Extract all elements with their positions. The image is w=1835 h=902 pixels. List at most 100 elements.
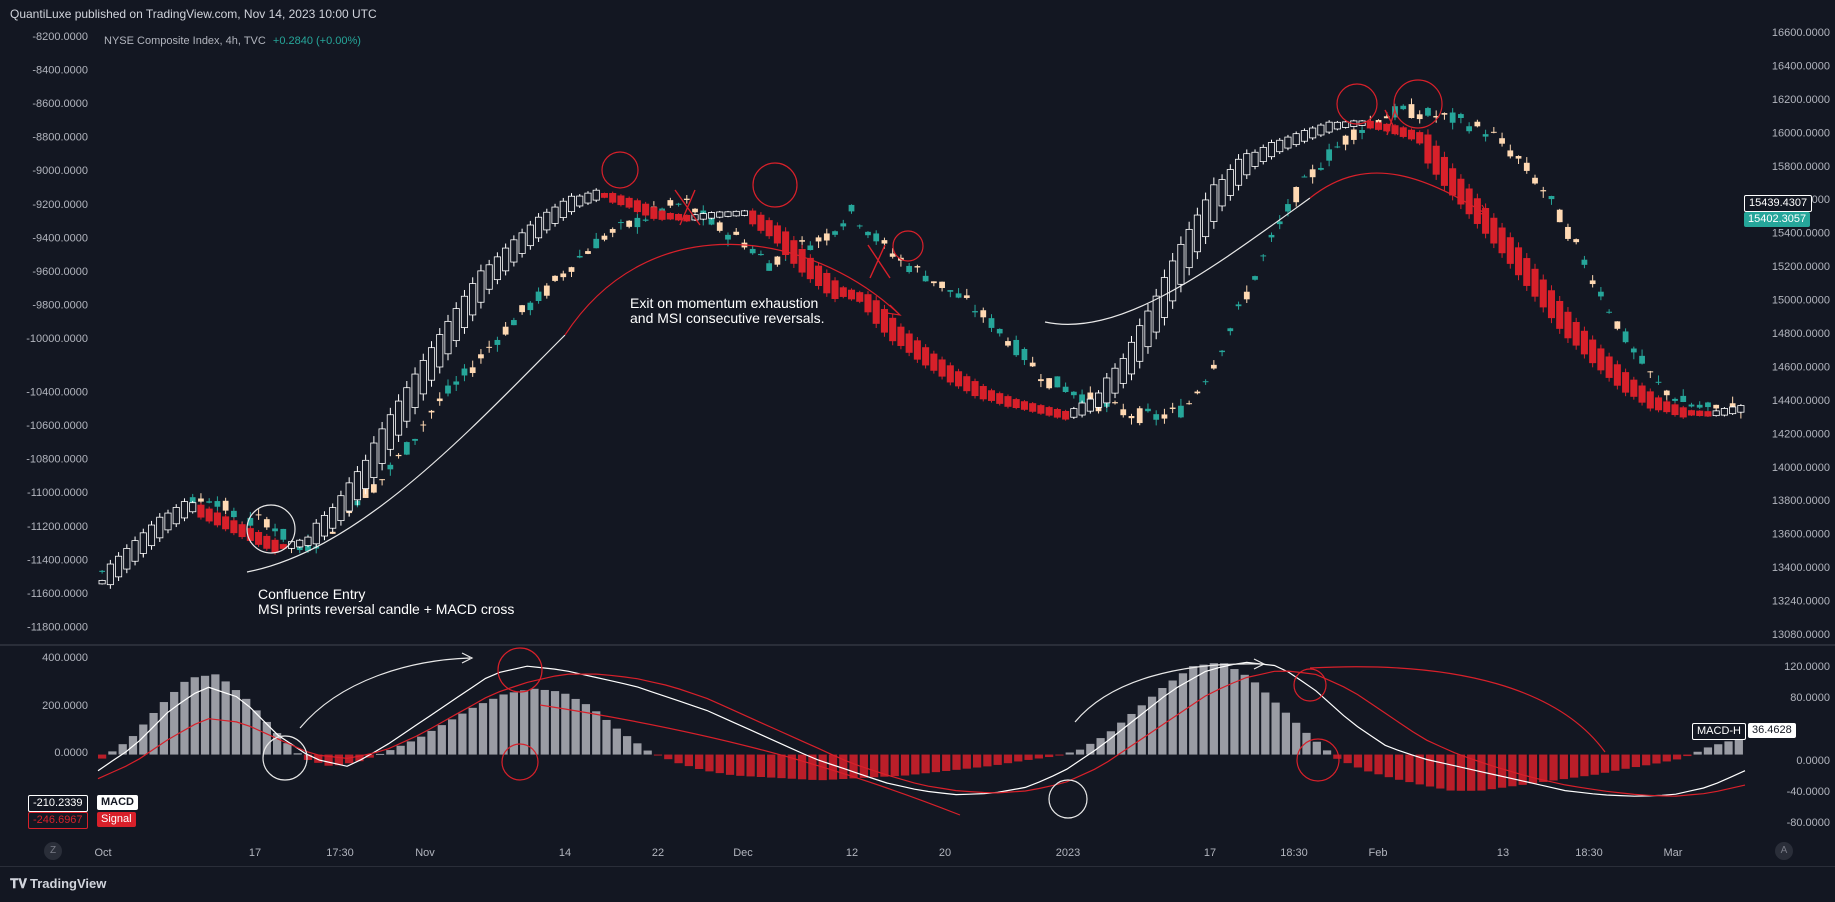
histogram-bar [880, 754, 889, 777]
histogram-bar [1333, 754, 1342, 759]
msi-candle [1177, 243, 1185, 285]
price-candle [486, 346, 493, 348]
histogram-bar [849, 754, 858, 779]
msi-candle [864, 294, 872, 313]
msi-candle [362, 459, 370, 489]
macd-right-tick: 120.0000 [1784, 661, 1830, 673]
entry-text: MSI prints reversal candle + MACD cross [258, 601, 514, 617]
price-candle [1663, 390, 1670, 396]
price-candle [939, 281, 945, 289]
msi-candle [675, 213, 683, 221]
msi-candle [502, 247, 510, 272]
price-candle [716, 222, 723, 231]
tradingview-logo[interactable]: 𝐓𝐕 TradingView [10, 876, 106, 892]
msi-candle [1564, 311, 1572, 339]
msi-candle [1333, 121, 1341, 130]
histogram-bar [211, 674, 220, 755]
price-candle [1556, 209, 1563, 223]
auto-scale-button[interactable]: A [1775, 842, 1793, 860]
msi-candle [955, 371, 963, 387]
price-candle [1070, 391, 1077, 396]
left-zoom-button[interactable]: Z [44, 842, 62, 860]
price-candle [1589, 280, 1596, 285]
left-axis-tick: -11600.0000 [27, 588, 88, 600]
msi-candle [1580, 330, 1588, 355]
left-axis-tick: -11200.0000 [27, 521, 88, 533]
msi-candle [946, 365, 954, 383]
histogram-bar [839, 754, 848, 779]
histogram-bar [1477, 754, 1486, 791]
macd-left-tick: 400.0000 [42, 652, 88, 664]
histogram-bar [705, 754, 714, 772]
price-candle [1219, 350, 1225, 353]
price-candle [1276, 221, 1283, 225]
histogram-bar [797, 754, 807, 780]
price-tag: 15402.3057 [1744, 212, 1811, 227]
chart-canvas[interactable]: -8200.0000 -8400.0000 -8600.0000 -8800.0000… [0, 0, 1835, 866]
histogram-bar [1559, 754, 1568, 780]
msi-candle [1111, 367, 1119, 394]
price-candle [247, 517, 254, 526]
price-candle [1161, 414, 1168, 419]
msi-candle [1020, 401, 1028, 410]
price-candle [799, 240, 805, 242]
msi-candle [971, 381, 979, 397]
histogram-bar [447, 719, 457, 755]
histogram-bar [293, 753, 302, 755]
right-axis-tick: 13400.0000 [1772, 562, 1830, 574]
histogram-bar [725, 754, 735, 775]
msi-candle [427, 347, 436, 381]
price-candle [1309, 169, 1316, 178]
msi-candle [1251, 151, 1259, 167]
msi-candle [543, 211, 551, 231]
macd-label-box: MACD [97, 795, 138, 810]
msi-candle [1235, 158, 1243, 186]
right-axis-tick: 14200.0000 [1772, 428, 1830, 440]
msi-candle [617, 195, 625, 206]
histogram-bar [900, 754, 910, 776]
price-candle [881, 240, 888, 244]
price-candle [1210, 364, 1217, 369]
histogram-bar [612, 728, 621, 755]
price-candle [733, 231, 740, 235]
price-candle [1532, 177, 1538, 184]
msi-candle [1053, 409, 1061, 418]
histogram-bar [139, 724, 148, 755]
msi-candle [255, 532, 263, 545]
drawings [246, 79, 1606, 819]
left-axis-tick: -8800.0000 [32, 132, 88, 144]
msi-candle [353, 471, 361, 501]
msi-candle [1292, 133, 1300, 146]
entry-circle [246, 504, 296, 554]
msi-candle [526, 224, 534, 247]
histogram-bar [437, 725, 446, 755]
histogram-bar [653, 754, 663, 756]
price-candle [370, 484, 377, 493]
histogram-bar [1662, 754, 1671, 762]
msi-candle [1169, 260, 1177, 302]
histogram-bar [1292, 722, 1301, 755]
msi-candle [510, 239, 518, 263]
msi-candle [1029, 403, 1037, 412]
msi-candle [452, 308, 460, 342]
price-candle [774, 256, 781, 265]
price-candle [848, 204, 855, 212]
price-candle [502, 326, 509, 335]
price-candle [412, 438, 418, 441]
histogram-bar [890, 754, 899, 777]
histogram-bar [427, 730, 436, 755]
msi-candle [567, 195, 576, 213]
histogram-bar [324, 754, 333, 766]
macd-arrowhead-2 [1253, 658, 1266, 670]
price-candle [1153, 414, 1160, 420]
right-axis-tick: 15000.0000 [1772, 295, 1830, 307]
msi-candle [1457, 178, 1465, 205]
time-axis-label: Nov [415, 847, 435, 859]
price-candle [1334, 146, 1341, 148]
symbol-legend[interactable]: NYSE Composite Index, 4h, TVC +0.2840 (+… [104, 35, 361, 47]
msi-candle [1259, 146, 1267, 162]
price-candle [1425, 108, 1431, 116]
histogram-bar [334, 754, 343, 766]
msi-candle [189, 502, 197, 513]
bottom-bar: 𝐓𝐕 TradingView [0, 866, 1835, 902]
